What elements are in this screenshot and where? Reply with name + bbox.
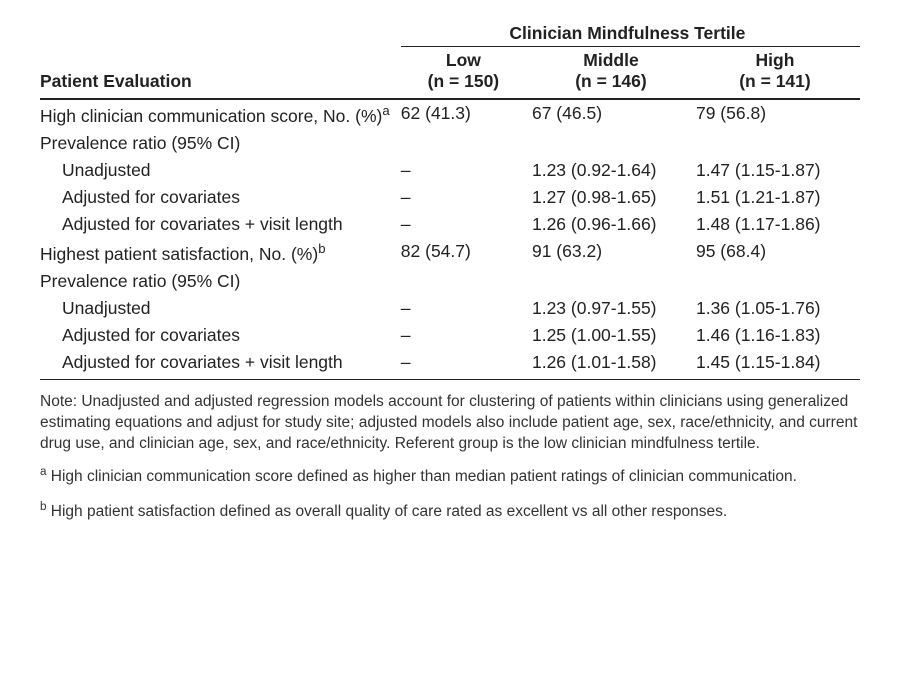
row-label: Highest patient satisfaction, No. (%)b xyxy=(40,238,401,268)
table-row: Adjusted for covariates–1.27 (0.98-1.65)… xyxy=(40,184,860,211)
note-b: b High patient satisfaction defined as o… xyxy=(40,499,860,523)
cell-high: 1.46 (1.16-1.83) xyxy=(696,322,860,349)
cell-high: 1.45 (1.15-1.84) xyxy=(696,349,860,380)
cell-low: 62 (41.3) xyxy=(401,99,532,130)
row-label: High clinician communication score, No. … xyxy=(40,99,401,130)
column-spanner: Clinician Mindfulness Tertile xyxy=(401,20,860,47)
cell-middle: 1.26 (0.96-1.66) xyxy=(532,211,696,238)
cell-middle xyxy=(532,130,696,157)
cell-high xyxy=(696,268,860,295)
cell-middle: 91 (63.2) xyxy=(532,238,696,268)
table-row: Prevalence ratio (95% CI) xyxy=(40,268,860,295)
cell-high xyxy=(696,130,860,157)
col-low-header: Low (n = 150) xyxy=(401,47,532,100)
results-table: Clinician Mindfulness Tertile Patient Ev… xyxy=(40,20,860,380)
cell-middle: 1.23 (0.97-1.55) xyxy=(532,295,696,322)
cell-high: 1.47 (1.15-1.87) xyxy=(696,157,860,184)
cell-middle: 67 (46.5) xyxy=(532,99,696,130)
cell-low: – xyxy=(401,295,532,322)
cell-high: 1.48 (1.17-1.86) xyxy=(696,211,860,238)
table-row: Adjusted for covariates + visit length–1… xyxy=(40,349,860,380)
cell-middle: 1.26 (1.01-1.58) xyxy=(532,349,696,380)
table-row: High clinician communication score, No. … xyxy=(40,99,860,130)
note-main: Note: Unadjusted and adjusted regression… xyxy=(40,392,860,455)
row-label: Adjusted for covariates + visit length xyxy=(40,211,401,238)
cell-low: – xyxy=(401,349,532,380)
row-label: Prevalence ratio (95% CI) xyxy=(40,130,401,157)
row-header-label: Patient Evaluation xyxy=(40,47,401,100)
row-label: Adjusted for covariates xyxy=(40,184,401,211)
row-label: Adjusted for covariates + visit length xyxy=(40,349,401,380)
col-middle-header: Middle (n = 146) xyxy=(532,47,696,100)
table-row: Adjusted for covariates + visit length–1… xyxy=(40,211,860,238)
table-row: Adjusted for covariates–1.25 (1.00-1.55)… xyxy=(40,322,860,349)
cell-low xyxy=(401,268,532,295)
cell-middle: 1.27 (0.98-1.65) xyxy=(532,184,696,211)
row-label: Unadjusted xyxy=(40,157,401,184)
table-row: Highest patient satisfaction, No. (%)b82… xyxy=(40,238,860,268)
cell-middle: 1.23 (0.92-1.64) xyxy=(532,157,696,184)
cell-low: – xyxy=(401,157,532,184)
cell-low: – xyxy=(401,211,532,238)
table-body: High clinician communication score, No. … xyxy=(40,99,860,379)
table-row: Prevalence ratio (95% CI) xyxy=(40,130,860,157)
note-a: a High clinician communication score def… xyxy=(40,464,860,488)
cell-middle xyxy=(532,268,696,295)
cell-low xyxy=(401,130,532,157)
cell-low: 82 (54.7) xyxy=(401,238,532,268)
cell-high: 95 (68.4) xyxy=(696,238,860,268)
row-label: Adjusted for covariates xyxy=(40,322,401,349)
cell-middle: 1.25 (1.00-1.55) xyxy=(532,322,696,349)
cell-high: 1.36 (1.05-1.76) xyxy=(696,295,860,322)
cell-low: – xyxy=(401,184,532,211)
cell-high: 79 (56.8) xyxy=(696,99,860,130)
table-row: Unadjusted–1.23 (0.92-1.64)1.47 (1.15-1.… xyxy=(40,157,860,184)
cell-high: 1.51 (1.21-1.87) xyxy=(696,184,860,211)
col-high-header: High (n = 141) xyxy=(696,47,860,100)
row-label: Unadjusted xyxy=(40,295,401,322)
table-notes: Note: Unadjusted and adjusted regression… xyxy=(40,392,860,523)
table-row: Unadjusted–1.23 (0.97-1.55)1.36 (1.05-1.… xyxy=(40,295,860,322)
cell-low: – xyxy=(401,322,532,349)
row-label: Prevalence ratio (95% CI) xyxy=(40,268,401,295)
